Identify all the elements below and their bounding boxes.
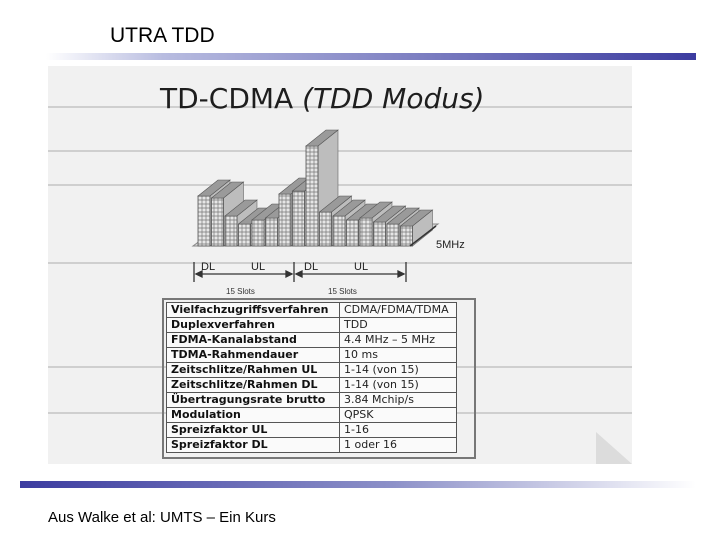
spec-row: Zeitschlitze/Rahmen DL 1-14 (von 15): [166, 377, 457, 393]
slot-bar: [238, 223, 251, 247]
spec-value: 10 ms: [339, 347, 457, 363]
slot-bar: [359, 217, 373, 247]
slot-bar: [224, 215, 238, 247]
spec-value: 1 oder 16: [339, 437, 457, 453]
spec-value: 4.4 MHz – 5 MHz: [339, 332, 457, 348]
spec-table: Vielfachzugriffsverfahren CDMA/FDMA/TDMA D…: [166, 302, 457, 453]
slot-bar-top: [210, 181, 245, 199]
spec-value: 1-16: [339, 422, 457, 438]
slot-bar-top: [318, 195, 353, 213]
slot-bar: [346, 219, 359, 247]
slot-bar: [265, 217, 278, 247]
spec-table-frame: [162, 298, 476, 459]
slot-bar: [400, 225, 413, 247]
slot-bar-top: [372, 205, 407, 223]
spec-key: Zeitschlitze/Rahmen UL: [166, 362, 340, 378]
spec-key: Modulation: [166, 407, 340, 423]
slot-bar: [197, 195, 211, 247]
title-divider: [46, 53, 696, 60]
spec-key: Spreizfaktor DL: [166, 437, 340, 453]
spec-row: Spreizfaktor UL 1-16: [166, 422, 457, 438]
slot-bar: [373, 221, 386, 247]
footer-divider: [20, 481, 696, 488]
slot-bar: [292, 190, 305, 247]
spec-key: TDMA-Rahmendauer: [166, 347, 340, 363]
slot-bar-top: [386, 207, 420, 225]
spec-key: Übertragungsrate brutto: [166, 392, 340, 408]
frame-label-ul-1: UL: [251, 261, 265, 273]
slot-bar: [332, 215, 346, 247]
spec-row: FDMA-Kanalabstand 4.4 MHz – 5 MHz: [166, 332, 457, 348]
figure-title: TD-CDMA (TDD Modus): [160, 82, 484, 115]
scanned-figure: TD-CDMA (TDD Modus) 5MHz DL UL DL UL 15 …: [48, 66, 632, 464]
figure-title-italic: (TDD Modus): [302, 82, 485, 115]
frame-label-dl-2: DL: [304, 261, 318, 273]
slot-bar-top: [332, 199, 366, 217]
figure-title-main: TD-CDMA: [160, 82, 294, 115]
spec-row: TDMA-Rahmendauer 10 ms: [166, 347, 457, 363]
slot-bar: [305, 145, 319, 247]
spec-row: Spreizfaktor DL 1 oder 16: [166, 437, 457, 453]
slot-count-label-1: 15 Slots: [226, 287, 255, 296]
bandwidth-label: 5MHz: [436, 239, 465, 251]
frame-label-dl-1: DL: [201, 261, 215, 273]
spec-key: Spreizfaktor UL: [166, 422, 340, 438]
source-citation: Aus Walke et al: UMTS – Ein Kurs: [48, 509, 276, 526]
spec-row: Übertragungsrate brutto 3.84 Mchip/s: [166, 392, 457, 408]
slot-bar-top: [359, 201, 393, 219]
spec-row: Zeitschlitze/Rahmen UL 1-14 (von 15): [166, 362, 457, 378]
spec-row: Duplexverfahren TDD: [166, 317, 457, 333]
spec-row: Modulation QPSK: [166, 407, 457, 423]
slot-bar: [251, 219, 265, 247]
slot-bar: [211, 197, 224, 247]
slot-bar: [386, 223, 400, 247]
slot-count-label-2: 15 Slots: [328, 287, 357, 296]
spec-value: 1-14 (von 15): [339, 362, 457, 378]
time-frequency-diagram: 5MHz DL UL DL UL 15 Slots 15 Slots: [191, 129, 465, 296]
spec-key: Duplexverfahren: [166, 317, 340, 333]
spec-value: 1-14 (von 15): [339, 377, 457, 393]
slot-bar: [319, 211, 332, 247]
slot-bar-top: [224, 199, 258, 217]
frame-label-ul-2: UL: [354, 261, 368, 273]
spec-key: Zeitschlitze/Rahmen DL: [166, 377, 340, 393]
slot-bars: [197, 129, 434, 247]
spec-value: QPSK: [339, 407, 457, 423]
slot-bar-top: [197, 179, 231, 197]
slide-title: UTRA TDD: [110, 24, 215, 47]
spec-value: TDD: [339, 317, 457, 333]
slot-bar-top: [305, 129, 339, 147]
spec-value: CDMA/FDMA/TDMA: [339, 302, 457, 318]
spec-key: FDMA-Kanalabstand: [166, 332, 340, 348]
page-curl: [596, 432, 632, 464]
slot-bar-top: [399, 209, 434, 227]
spec-key: Vielfachzugriffsverfahren: [166, 302, 340, 318]
slot-bar: [278, 193, 292, 247]
spec-value: 3.84 Mchip/s: [339, 392, 457, 408]
time-axis: [193, 262, 407, 282]
frequency-axis: [409, 225, 437, 247]
spec-row: Vielfachzugriffsverfahren CDMA/FDMA/TDMA: [166, 302, 457, 318]
